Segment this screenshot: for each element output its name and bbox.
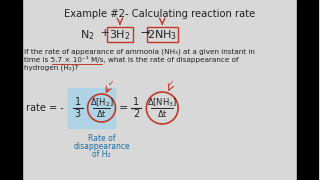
Text: time is 5.7 × 10⁻¹ M/s, what is the rate of disappearance of: time is 5.7 × 10⁻¹ M/s, what is the rate… [24, 56, 238, 63]
Text: $\Delta$[H$_2$]: $\Delta$[H$_2$] [90, 96, 113, 109]
Text: N$_2$: N$_2$ [80, 28, 95, 42]
Text: rate = -: rate = - [26, 103, 64, 113]
Text: Example #2- Calculating reaction rate: Example #2- Calculating reaction rate [64, 9, 255, 19]
Text: Rate of: Rate of [88, 134, 115, 143]
Text: $\Delta$t: $\Delta$t [96, 108, 107, 119]
Text: 3: 3 [75, 109, 81, 119]
Text: If the rate of appearance of ammonia (NH₃) at a given instant in: If the rate of appearance of ammonia (NH… [24, 48, 255, 55]
Text: of H₂: of H₂ [92, 150, 111, 159]
Text: 2NH$_3$: 2NH$_3$ [148, 28, 177, 42]
Text: disappearance: disappearance [73, 142, 130, 151]
Text: 2: 2 [133, 109, 140, 119]
Text: $\rightarrow$: $\rightarrow$ [135, 28, 155, 38]
Text: +: + [97, 28, 113, 38]
Text: =: = [119, 103, 128, 113]
Text: hydrogen (H₂)?: hydrogen (H₂)? [24, 64, 78, 71]
Text: 1: 1 [75, 97, 81, 107]
Text: 3H$_2$: 3H$_2$ [109, 28, 131, 42]
Text: $\Delta$t: $\Delta$t [157, 108, 168, 119]
Bar [0, 0, 22, 180]
Text: $\Delta$[NH$_3$]: $\Delta$[NH$_3$] [147, 96, 177, 109]
Bar [297, 0, 318, 180]
Bar [68, 88, 116, 128]
Text: ✓: ✓ [168, 78, 174, 87]
Text: 1: 1 [133, 97, 140, 107]
Text: ✓: ✓ [108, 78, 115, 87]
